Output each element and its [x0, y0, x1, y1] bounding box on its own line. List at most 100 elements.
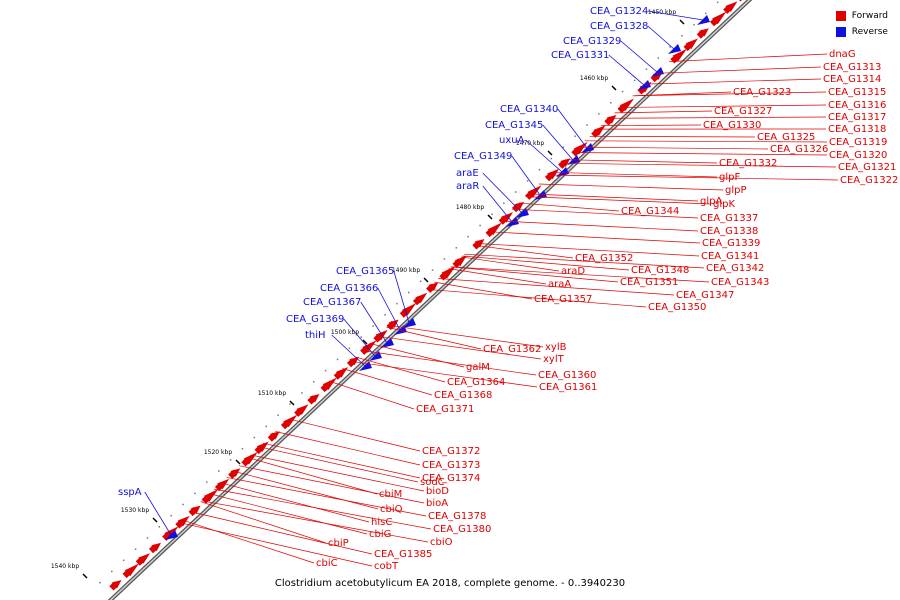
- forward-gene-body: [617, 103, 627, 114]
- scale-tick-mark: [611, 85, 617, 91]
- minor-tick: [324, 369, 327, 372]
- reverse-gene-label: araE: [456, 168, 479, 179]
- minor-tick: [158, 526, 161, 528]
- forward-leader-line: [538, 183, 724, 191]
- forward-gene-body: [188, 506, 198, 517]
- scale-tick-label: 1460 kbp: [580, 75, 608, 82]
- forward-leader-line: [560, 162, 837, 168]
- forward-leader-line: [288, 418, 421, 452]
- scale-tick-label: 1530 kbp: [121, 507, 149, 514]
- minor-tick: [122, 559, 125, 562]
- minor-tick: [206, 481, 208, 483]
- reverse-leader-line: [647, 10, 704, 21]
- forward-gene-body: [280, 420, 291, 430]
- forward-gene-body: [558, 159, 568, 169]
- minor-tick: [348, 347, 351, 350]
- forward-leader-line: [226, 477, 427, 517]
- minor-tick: [301, 392, 303, 394]
- reverse-gene-label: thiH: [305, 330, 326, 341]
- forward-leader-line: [178, 522, 373, 567]
- reverse-gene: [697, 15, 710, 25]
- forward-gene-label: CEA_G1385: [374, 549, 432, 560]
- forward-gene-body: [544, 172, 555, 182]
- forward-gene-label: cbiC: [316, 558, 338, 569]
- forward-leader-line: [361, 350, 537, 376]
- backbone-line: [109, 0, 751, 600]
- minor-tick: [146, 537, 149, 539]
- forward-gene-label: CEA_G1313: [823, 62, 881, 73]
- forward-gene-body: [472, 240, 482, 250]
- reverse-gene: [369, 351, 382, 361]
- forward-gene-label: CEA_G1342: [706, 263, 764, 274]
- forward-leader-line: [620, 104, 827, 108]
- forward-leader-line: [434, 281, 533, 300]
- forward-gene-body: [485, 227, 495, 238]
- minor-tick: [134, 548, 137, 550]
- forward-leader-line: [233, 470, 379, 510]
- forward-leader-line: [388, 324, 544, 348]
- forward-gene-body: [148, 544, 159, 554]
- forward-gene-label: CEA_G1368: [434, 390, 492, 401]
- forward-gene-label: CEA_G1322: [840, 175, 898, 186]
- forward-gene-label: bioD: [426, 486, 449, 497]
- forward-gene-label: CEA_G1320: [829, 150, 887, 161]
- forward-gene-label: bioA: [426, 498, 448, 509]
- forward-gene-label: glpA: [700, 196, 722, 207]
- forward-gene-body: [498, 215, 508, 225]
- reverse-swatch: [835, 27, 846, 37]
- scale-tick-label: 1540 kbp: [51, 563, 79, 570]
- forward-gene-body: [525, 190, 535, 200]
- forward-leader-line: [528, 193, 699, 202]
- minor-tick: [586, 124, 588, 126]
- minor-tick: [538, 168, 541, 171]
- forward-gene-body: [736, 0, 746, 2]
- forward-gene-body: [723, 4, 733, 14]
- forward-gene-label: CEA_G1315: [828, 87, 886, 98]
- scale-tick-label: 1500 kbp: [331, 329, 359, 336]
- minor-tick: [610, 102, 612, 104]
- minor-tick: [479, 224, 481, 227]
- minor-tick: [265, 425, 267, 428]
- forward-gene-body: [591, 128, 601, 138]
- forward-gene-label: glpP: [725, 185, 747, 196]
- reverse-leader-line: [331, 334, 366, 367]
- forward-gene-body: [162, 531, 172, 541]
- reverse-gene: [556, 167, 569, 177]
- scale-tick-label: 1490 kbp: [392, 267, 420, 274]
- minor-tick: [99, 581, 101, 584]
- forward-gene-label: cobT: [374, 561, 399, 572]
- forward-gene-body: [307, 395, 317, 405]
- forward-gene-label: cbiG: [369, 529, 391, 540]
- forward-gene-label: CEA_G1344: [621, 206, 679, 217]
- forward-gene-label: CEA_G1373: [422, 460, 480, 471]
- reverse-gene: [403, 318, 416, 328]
- forward-leader-line: [190, 511, 373, 555]
- forward-leader-line: [512, 208, 699, 219]
- forward-gene-body: [399, 308, 409, 318]
- forward-leader-line: [354, 356, 446, 383]
- reverse-gene-label: sspA: [118, 487, 142, 498]
- reverse-leader-line: [620, 40, 658, 73]
- forward-leader-line: [488, 231, 701, 244]
- forward-leader-line: [632, 91, 827, 97]
- reverse-gene-label: CEA_G1331: [551, 50, 609, 61]
- minor-tick: [514, 191, 517, 193]
- reverse-gene-label: CEA_G1328: [590, 21, 648, 32]
- minor-tick: [491, 213, 493, 216]
- minor-tick: [598, 113, 600, 115]
- forward-gene-body: [426, 283, 436, 293]
- forward-gene-label: CEA_G1327: [714, 106, 772, 117]
- reverse-gene: [516, 208, 529, 218]
- legend-reverse-label: Reverse: [851, 27, 888, 37]
- forward-gene-body: [135, 556, 145, 566]
- minor-tick: [241, 447, 244, 450]
- forward-gene-body: [122, 568, 132, 579]
- forward-gene-body: [571, 147, 581, 157]
- forward-gene-label: cbiP: [328, 538, 349, 549]
- forward-gene-label: xylT: [543, 354, 565, 365]
- minor-tick: [574, 135, 576, 137]
- minor-tick: [467, 235, 469, 238]
- minor-tick: [229, 459, 232, 461]
- minor-tick: [550, 157, 553, 160]
